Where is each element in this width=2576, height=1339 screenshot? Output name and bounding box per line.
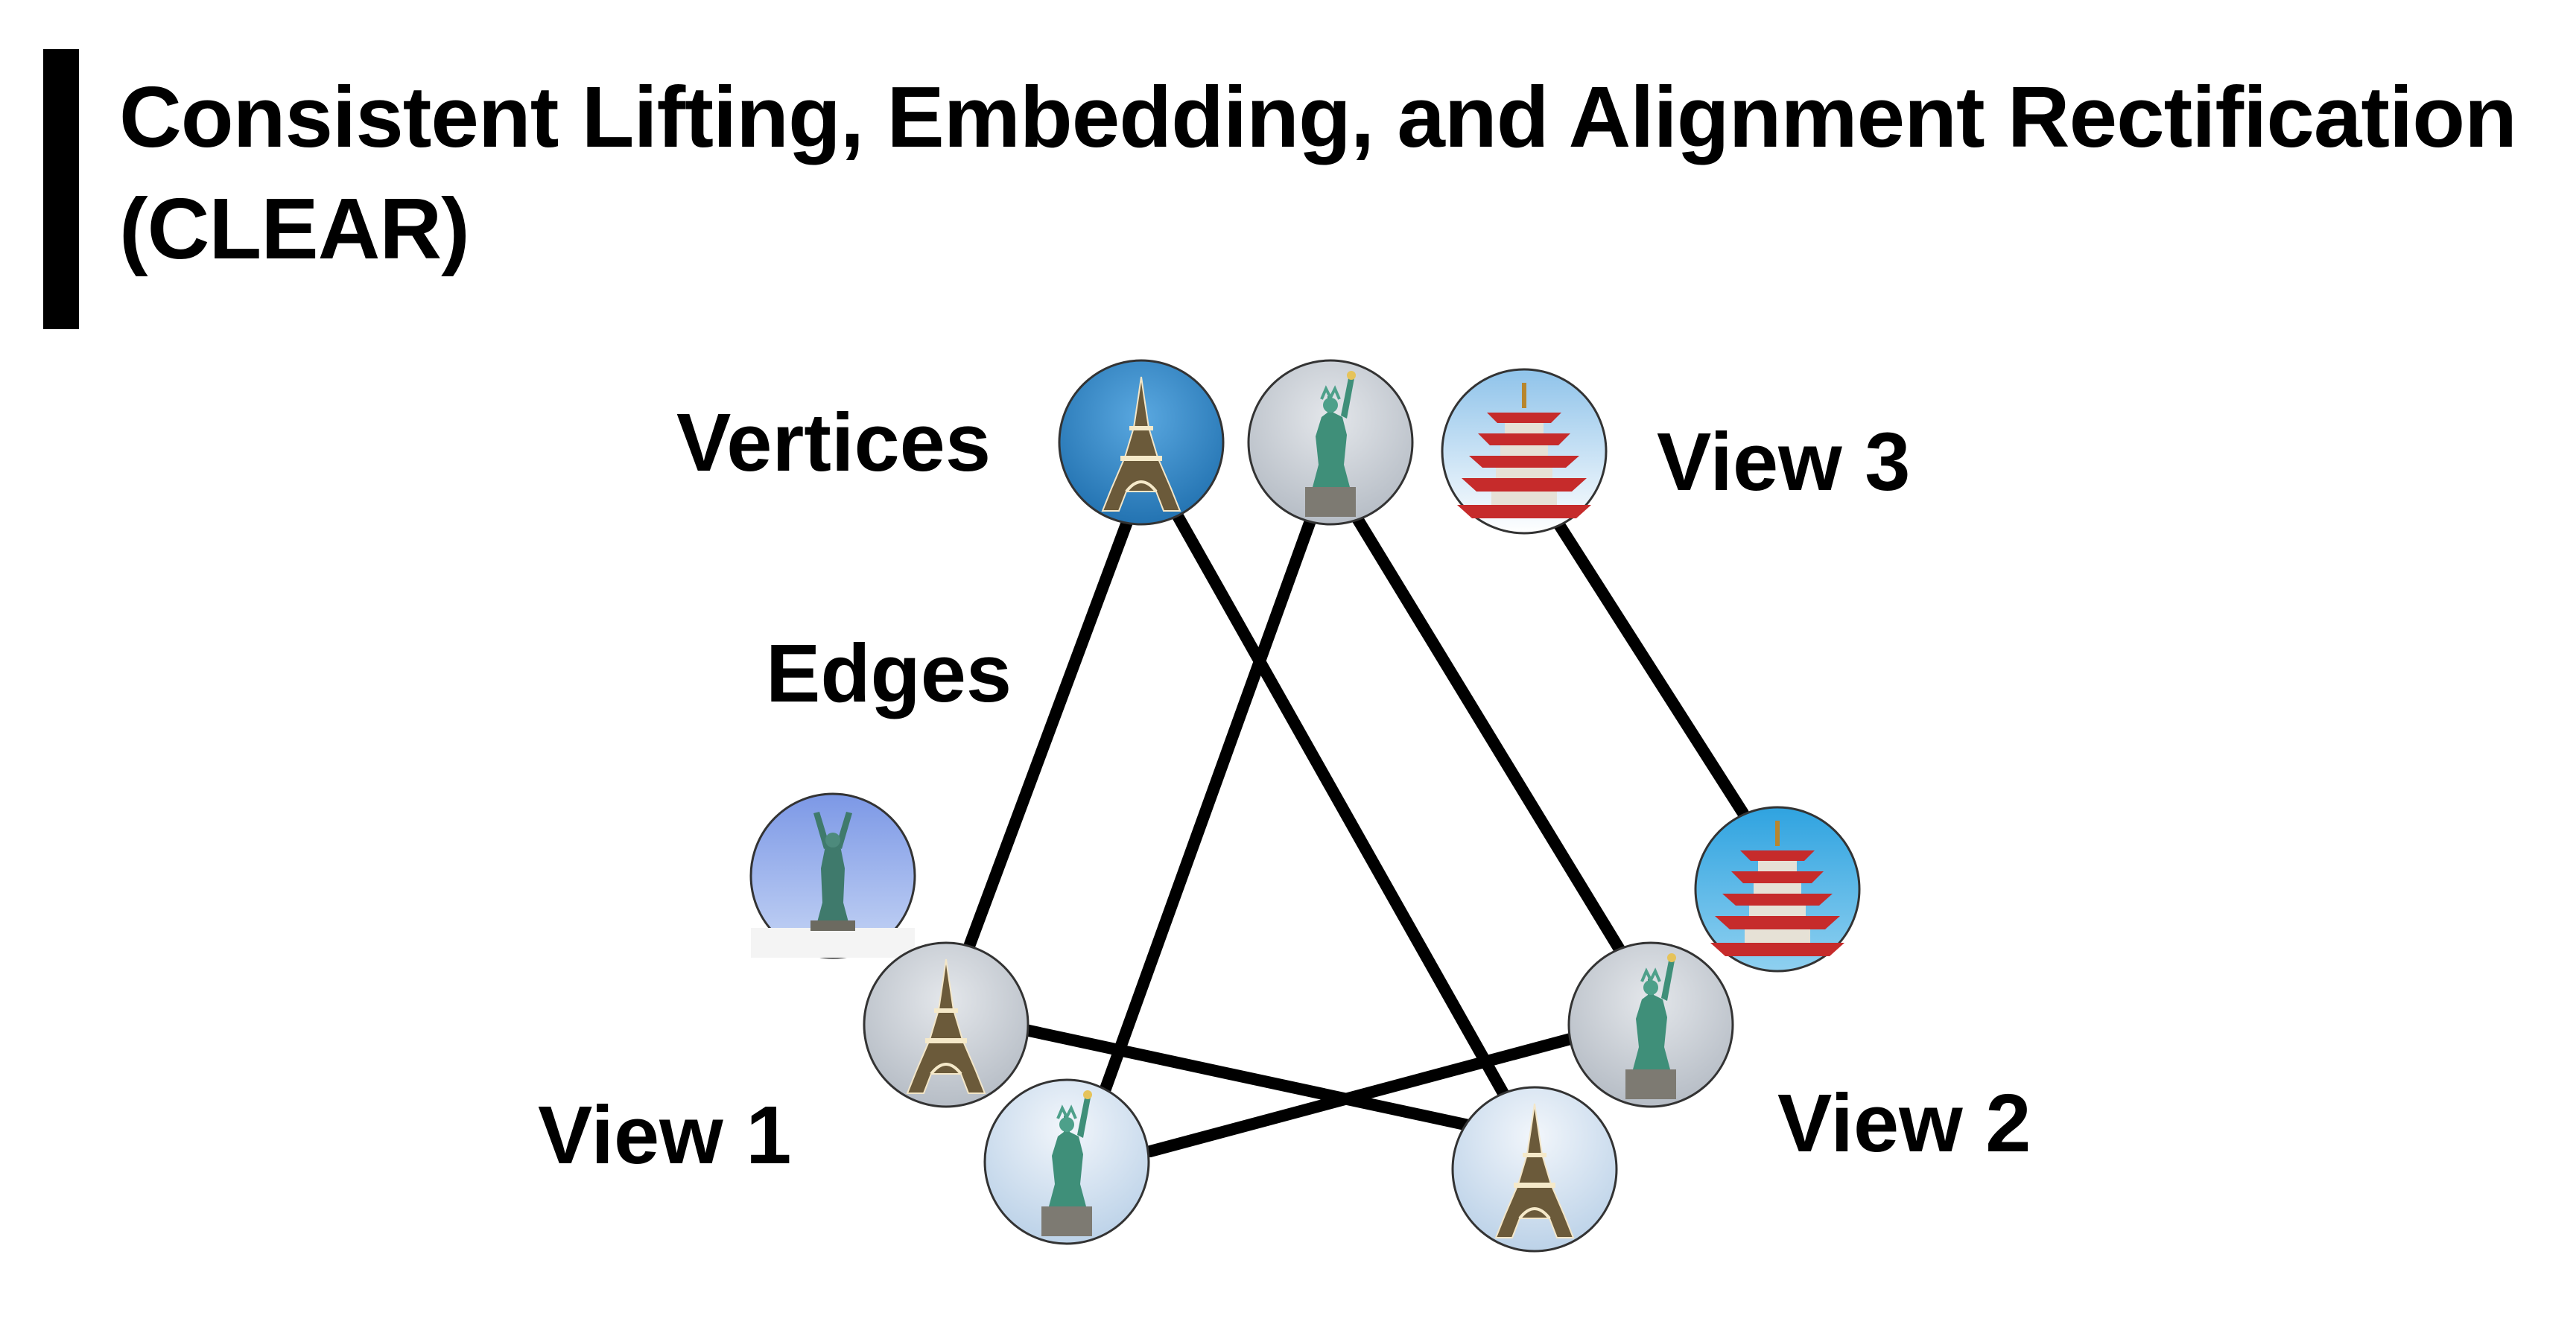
label-view-2: View 2: [1777, 1078, 2031, 1169]
edge-v3-pagoda-v2-pagoda: [1551, 515, 1749, 819]
edge-v3-eiffel-v2-eiffel: [1162, 493, 1509, 1099]
edge-v1-statue-v2-statue: [1144, 1032, 1579, 1157]
label-view-1: View 1: [538, 1090, 791, 1181]
label-vertices: Vertices: [676, 397, 991, 489]
vertex-v1-statue: [983, 1078, 1150, 1245]
vertex-v2-pagoda: [1694, 806, 1861, 973]
vertex-v3-statue: [1247, 359, 1414, 526]
vertex-v1-eiffel: [863, 941, 1030, 1108]
vertex-v2-statue: [1567, 941, 1734, 1108]
edge-v3-statue-v1-statue: [1100, 500, 1322, 1095]
page-title: Consistent Lifting, Embedding, and Align…: [119, 69, 2517, 277]
label-edges: Edges: [766, 628, 1012, 719]
vertex-v3-pagoda: [1441, 368, 1608, 535]
edge-v3-eiffel-v1-eiffel: [964, 478, 1147, 950]
edge-v3-statue-v2-statue: [1344, 500, 1627, 958]
label-view-3: View 3: [1657, 416, 1910, 508]
vertex-v3-eiffel: [1058, 359, 1225, 526]
edge-v1-eiffel-v2-eiffel: [1016, 1023, 1478, 1132]
graph-edges: [964, 478, 1749, 1157]
vertex-v1-statue-top: [749, 792, 916, 959]
vertex-v2-eiffel: [1451, 1086, 1618, 1253]
title-accent-bar: [43, 49, 79, 329]
